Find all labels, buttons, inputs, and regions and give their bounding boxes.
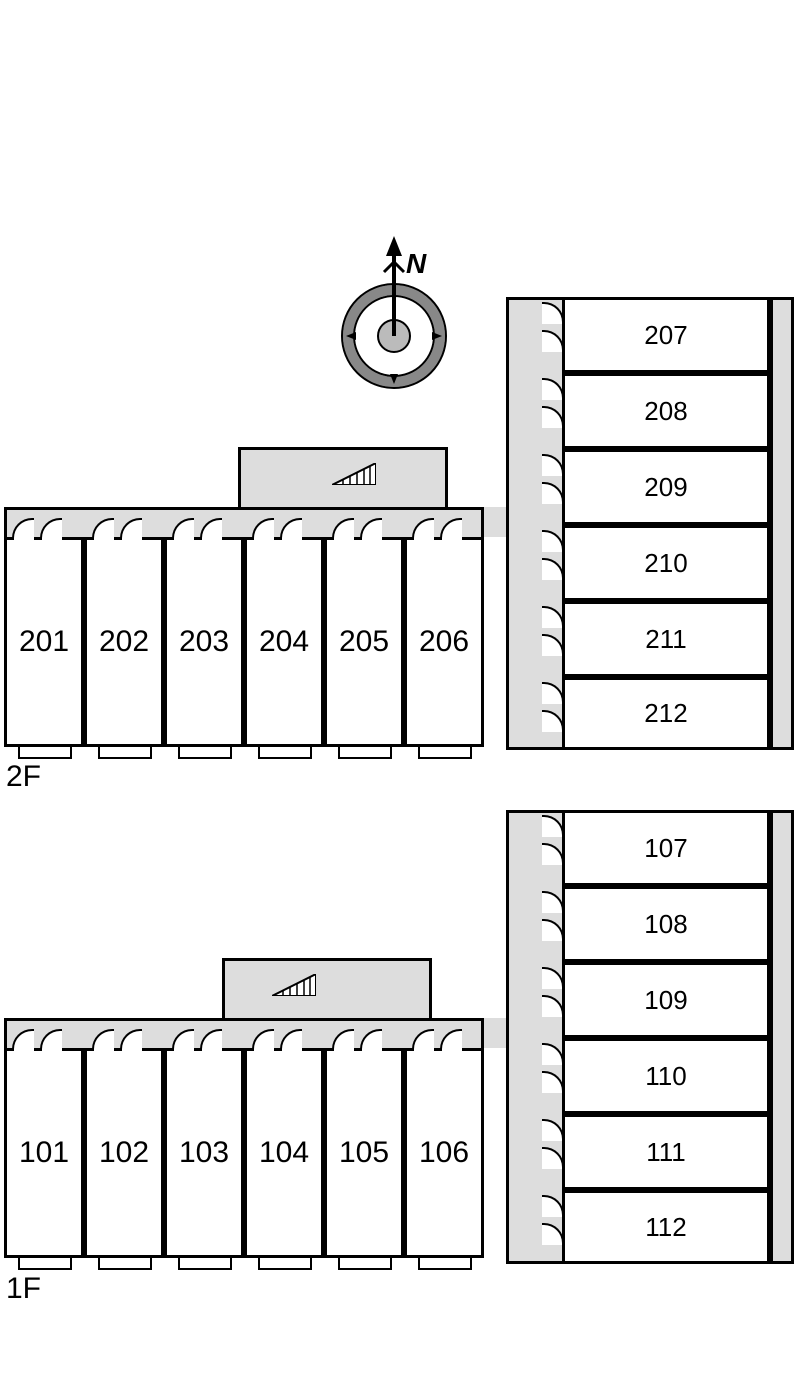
balcony-icon bbox=[418, 1258, 472, 1270]
balcony-icon bbox=[18, 747, 72, 759]
balcony-icon bbox=[178, 747, 232, 759]
balcony-icon bbox=[338, 747, 392, 759]
compass-label: N bbox=[406, 248, 426, 280]
balcony-icon bbox=[98, 1258, 152, 1270]
balcony-icon bbox=[338, 1258, 392, 1270]
stairs-landing-1f bbox=[222, 958, 432, 1021]
compass-rose: N bbox=[334, 232, 454, 402]
balcony-icon bbox=[18, 1258, 72, 1270]
stairs-icon bbox=[332, 463, 376, 490]
balcony-icon bbox=[178, 1258, 232, 1270]
balcony-icon bbox=[98, 747, 152, 759]
balcony-icon bbox=[418, 747, 472, 759]
floor-plan-canvas: N 201 202 203 204 205 206 207 208 209 21… bbox=[0, 0, 800, 1381]
balcony-icon bbox=[258, 747, 312, 759]
floor-label-1f: 1F bbox=[6, 1272, 41, 1306]
floor-label-2f: 2F bbox=[6, 760, 41, 794]
block-outline-1f-h bbox=[4, 1018, 484, 1258]
balcony-icon bbox=[258, 1258, 312, 1270]
block-outline-2f-h bbox=[4, 507, 484, 747]
stairs-icon bbox=[272, 974, 316, 1001]
